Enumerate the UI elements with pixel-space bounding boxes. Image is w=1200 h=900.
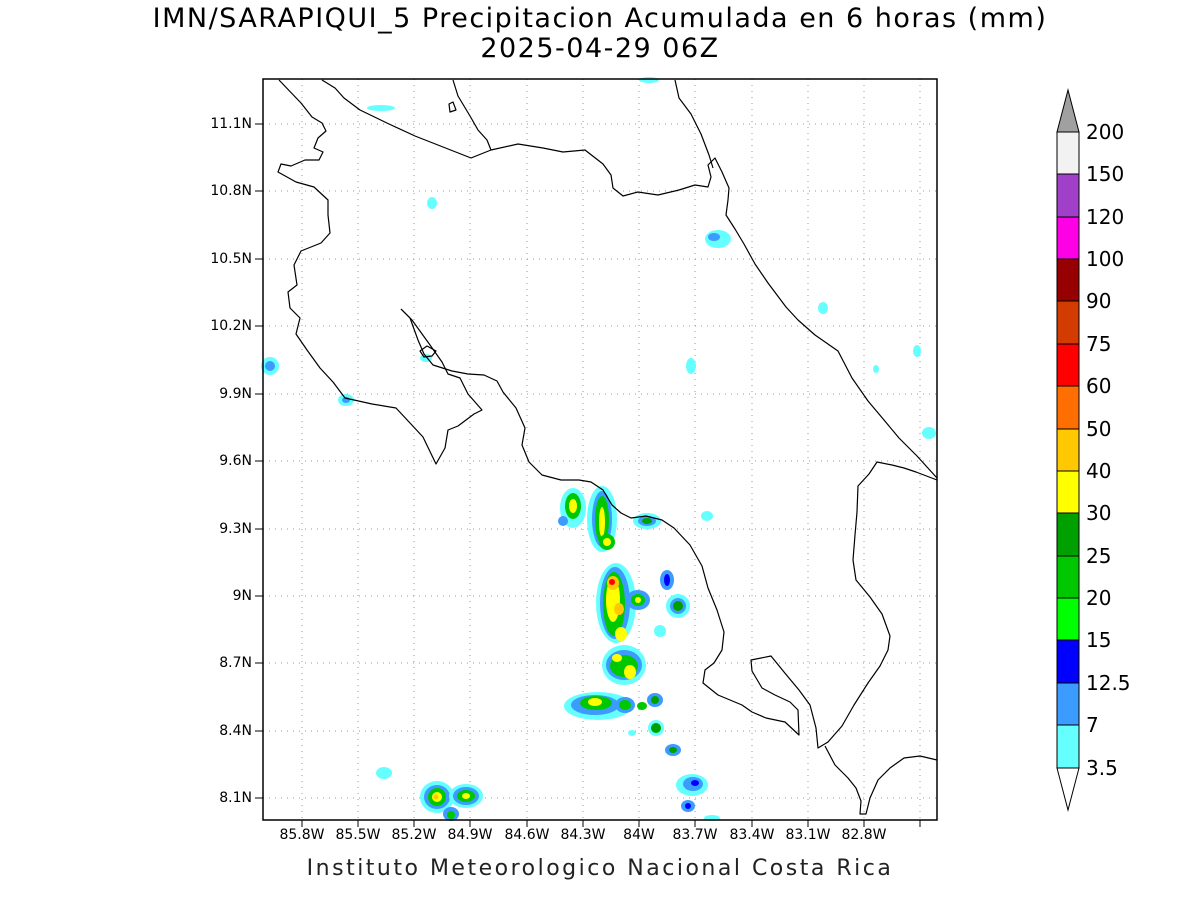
colorbar-label: 25 — [1086, 544, 1112, 568]
lon-label: 83.7W — [672, 827, 718, 843]
colorbar-label: 150 — [1086, 162, 1125, 186]
colorbar-label: 50 — [1086, 417, 1112, 441]
chart-subtitle-datetime: 2025-04-29 06Z — [480, 33, 720, 64]
colorbar-label: 15 — [1086, 628, 1112, 652]
lon-label: 84.3W — [560, 827, 606, 843]
lat-label: 8.1N — [219, 790, 252, 806]
lat-label: 9.6N — [219, 453, 252, 469]
lon-label: 85.2W — [391, 827, 437, 843]
lon-label: 84W — [623, 827, 655, 843]
lon-label: 83.1W — [785, 827, 831, 843]
lat-label: 10.2N — [210, 318, 252, 334]
coastlines — [277, 79, 938, 815]
colorbar-label: 100 — [1086, 247, 1125, 271]
lat-label: 10.8N — [210, 183, 252, 199]
colorbar-label: 60 — [1086, 374, 1112, 398]
colorbar-label: 200 — [1086, 120, 1125, 144]
footer-credit: Instituto Meteorologico Nacional Costa R… — [306, 856, 894, 881]
lon-label: 84.9W — [447, 827, 493, 843]
colorbar-label: 90 — [1086, 289, 1112, 313]
lon-label: 84.6W — [504, 827, 550, 843]
lon-label: 85.8W — [279, 827, 325, 843]
axis-ticks — [255, 123, 921, 827]
map-frame — [262, 78, 938, 821]
colorbar-label: 120 — [1086, 205, 1125, 229]
lat-label: 8.7N — [219, 655, 252, 671]
colorbar-label: 20 — [1086, 586, 1112, 610]
colorbar-label: 30 — [1086, 501, 1112, 525]
lat-label: 8.4N — [219, 723, 252, 739]
lat-label: 10.5N — [210, 251, 252, 267]
lat-label: 9.3N — [219, 521, 252, 537]
colorbar — [1056, 88, 1080, 812]
lon-label: 82.8W — [841, 827, 887, 843]
chart-title: IMN/SARAPIQUI_5 Precipitacion Acumulada … — [152, 3, 1048, 34]
colorbar-label: 3.5 — [1086, 756, 1118, 780]
precipitation-field — [261, 77, 936, 821]
lon-label: 85.5W — [335, 827, 381, 843]
lon-label: 83.4W — [729, 827, 775, 843]
lat-label: 9N — [232, 588, 252, 604]
lat-label: 9.9N — [219, 386, 252, 402]
colorbar-label: 40 — [1086, 459, 1112, 483]
colorbar-label: 7 — [1086, 713, 1099, 737]
lat-label: 11.1N — [210, 116, 252, 132]
colorbar-label: 12.5 — [1086, 671, 1131, 695]
colorbar-label: 75 — [1086, 332, 1112, 356]
